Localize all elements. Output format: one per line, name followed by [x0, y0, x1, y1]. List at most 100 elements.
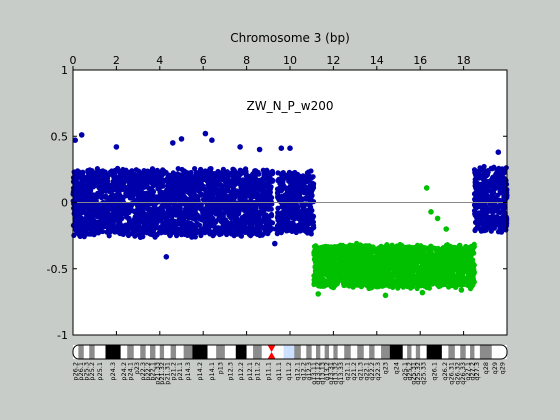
data-point [80, 175, 86, 181]
data-point [175, 166, 181, 172]
data-point [211, 224, 217, 230]
data-point [267, 183, 273, 189]
data-point [495, 192, 501, 198]
data-point [113, 181, 119, 187]
data-point-outlier [272, 240, 278, 247]
data-point [97, 219, 103, 226]
data-point [186, 215, 192, 221]
data-point [223, 177, 229, 183]
data-point [238, 233, 245, 239]
data-point [107, 212, 113, 218]
data-point [294, 226, 300, 232]
data-point [180, 213, 187, 219]
data-point [236, 218, 242, 224]
data-point [503, 177, 509, 184]
data-point [204, 202, 210, 208]
data-point [478, 228, 484, 234]
data-point [201, 214, 207, 220]
data-point [218, 181, 224, 188]
data-point [186, 177, 192, 183]
data-point [166, 205, 172, 211]
data-point [196, 222, 203, 228]
data-point [485, 218, 491, 224]
data-point [310, 185, 317, 191]
data-point [196, 185, 202, 191]
data-point [268, 199, 274, 205]
data-point [161, 203, 167, 209]
data-point [81, 218, 88, 224]
data-point [132, 218, 139, 224]
data-point [371, 248, 377, 254]
data-point [269, 213, 275, 219]
data-point-outlier [287, 145, 293, 151]
data-point [472, 211, 478, 217]
data-point [175, 171, 181, 177]
data-point [257, 194, 263, 200]
data-point [228, 189, 234, 195]
data-point [280, 177, 286, 183]
data-point [158, 194, 164, 200]
data-point [89, 227, 95, 234]
data-point-outlier [273, 226, 279, 232]
data-point [262, 182, 268, 188]
data-point [199, 206, 205, 212]
data-point [279, 197, 285, 203]
data-point [167, 196, 173, 203]
data-point [169, 217, 175, 223]
data-point [107, 169, 113, 175]
data-point [73, 179, 79, 185]
data-point [145, 202, 151, 208]
data-point [108, 186, 114, 192]
data-point [214, 195, 220, 201]
data-point [477, 217, 483, 223]
data-point [144, 216, 150, 222]
data-point [140, 208, 146, 214]
data-point [112, 167, 118, 173]
data-point [213, 183, 219, 189]
data-point [110, 193, 116, 199]
data-point [247, 185, 253, 191]
data-point [111, 218, 117, 224]
data-point [150, 183, 157, 189]
data-point [178, 190, 184, 196]
data-point [487, 225, 493, 231]
data-point [227, 209, 233, 215]
data-point [223, 183, 229, 189]
data-point [167, 210, 173, 216]
data-point [301, 220, 307, 226]
data-point [227, 226, 233, 232]
data-point [306, 217, 312, 223]
data-point [220, 166, 226, 172]
data-point [98, 201, 104, 207]
data-points-layer [70, 130, 510, 299]
data-point [114, 203, 120, 209]
data-point [286, 219, 292, 225]
data-point [83, 183, 89, 189]
data-point [175, 184, 181, 190]
data-point [94, 192, 100, 198]
data-point [71, 169, 77, 175]
data-point [144, 168, 151, 174]
data-point [80, 227, 86, 233]
data-point [89, 222, 95, 228]
data-point [104, 186, 110, 192]
data-point [222, 229, 228, 235]
data-point [207, 170, 213, 176]
data-point [192, 209, 198, 215]
data-point [151, 168, 157, 174]
data-point [216, 203, 222, 210]
data-point [192, 214, 198, 220]
data-point [259, 207, 265, 214]
data-point [230, 221, 236, 227]
data-point [138, 228, 144, 234]
data-point [310, 199, 317, 205]
data-point [120, 231, 126, 237]
data-point [107, 197, 113, 203]
data-point [188, 202, 194, 208]
data-point [295, 191, 302, 197]
data-point [229, 181, 235, 188]
data-point [325, 262, 331, 268]
data-point [102, 212, 108, 218]
data-point [261, 203, 267, 209]
data-point [253, 227, 259, 233]
